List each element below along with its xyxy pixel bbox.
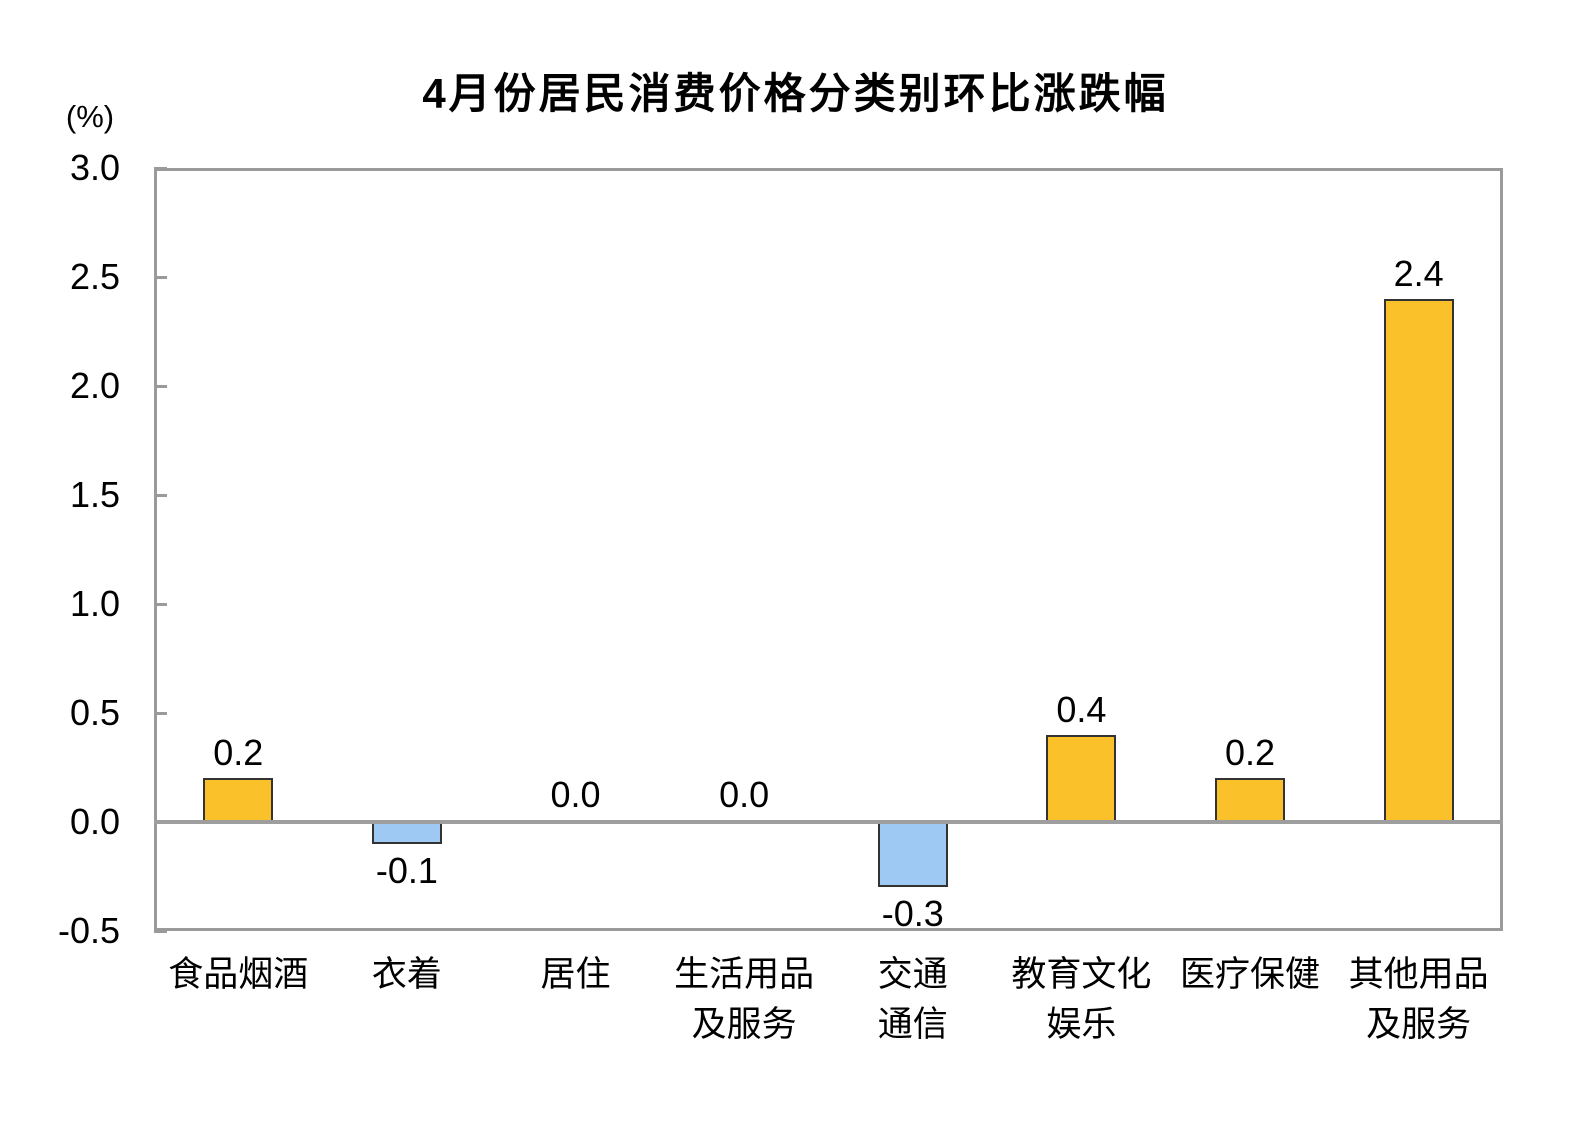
y-tick-label: 2.5 [69, 256, 120, 297]
x-category-label: 教育文化 娱乐 [931, 950, 1231, 1050]
y-tick-mark [154, 929, 167, 933]
y-tick-mark [154, 275, 167, 279]
x-category-label: 衣着 [257, 950, 557, 1000]
x-category-label-line: 通信 [877, 1005, 948, 1044]
bar-value-label: 0.2 [1225, 732, 1276, 774]
y-tick-mark [154, 711, 167, 715]
bar-value-label: 0.0 [550, 774, 601, 815]
y-tick-label: 0.0 [69, 801, 120, 842]
bar [1046, 734, 1117, 822]
y-tick-mark [154, 493, 167, 497]
bar-value-label: 0.0 [719, 774, 770, 815]
y-tick-mark [154, 384, 167, 388]
y-tick-label: 1.0 [69, 583, 120, 624]
x-category-label-line: 衣着 [371, 955, 442, 994]
y-tick-label: -0.5 [57, 910, 120, 951]
bar [371, 822, 442, 844]
x-category-label: 交通 通信 [763, 950, 1063, 1050]
x-category-label-line: 及服务 [1366, 1005, 1472, 1044]
chart-title: 4月份居民消费价格分类别环比涨跌幅 [422, 70, 1169, 117]
y-tick-mark [154, 166, 167, 170]
x-category-label: 其他用品 及服务 [1269, 950, 1569, 1050]
y-axis-unit-label: (%) [65, 99, 115, 134]
bar-value-label: 0.4 [1056, 688, 1107, 730]
bar [1383, 298, 1454, 822]
y-tick-label: 0.5 [69, 692, 120, 733]
zero-line [154, 820, 1503, 824]
x-category-label-line: 食品烟酒 [168, 955, 309, 994]
bar-value-label: 2.4 [1393, 252, 1444, 294]
x-category-label: 生活用品 及服务 [594, 950, 894, 1050]
bar [1215, 778, 1286, 822]
bar-value-label: 0.2 [213, 732, 264, 774]
bar-value-label: -0.1 [375, 849, 438, 891]
x-category-label: 食品烟酒 [88, 950, 388, 1000]
x-category-label: 医疗保健 [1100, 950, 1400, 1000]
y-tick-label: 2.0 [69, 365, 120, 406]
plot-area-border [154, 168, 1503, 931]
x-category-label-line: 教育文化 [1011, 955, 1152, 994]
x-category-label-line: 居住 [540, 955, 611, 994]
x-category-label-line: 交通 [877, 955, 948, 994]
bar [203, 778, 274, 822]
x-category-label-line: 娱乐 [1046, 1005, 1117, 1044]
x-category-label-line: 其他用品 [1348, 955, 1489, 994]
bar-value-label: -0.3 [881, 893, 944, 935]
x-category-label-line: 及服务 [691, 1005, 797, 1044]
x-category-label-line: 生活用品 [674, 955, 815, 994]
x-category-label-line: 医疗保健 [1180, 955, 1321, 994]
y-tick-mark [154, 602, 167, 606]
y-tick-label: 1.5 [69, 474, 120, 515]
bar [877, 822, 948, 888]
y-tick-label: 3.0 [69, 147, 120, 188]
x-category-label: 居住 [426, 950, 726, 1000]
